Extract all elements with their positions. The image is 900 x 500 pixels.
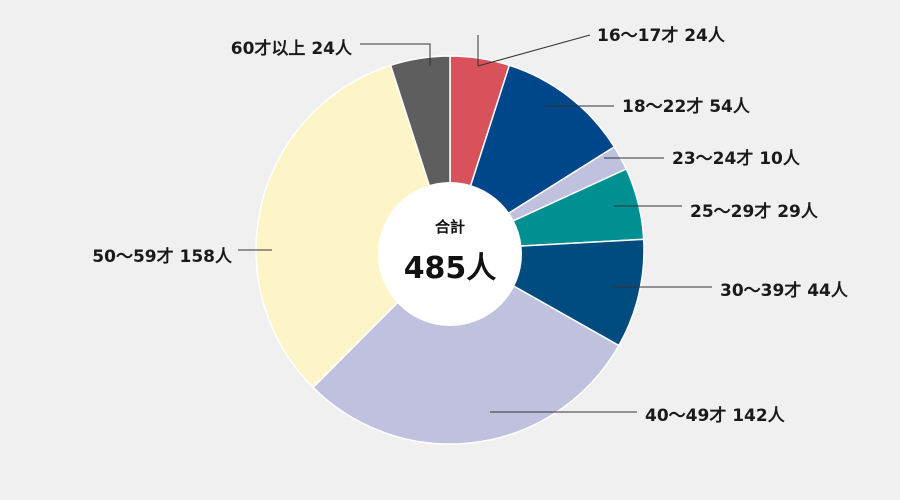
slice-label: 50～59才 158人 [92,246,233,267]
leader-line [360,43,431,66]
slice-labels: 16～17才 24人 18～22才 54人 23～24才 10人 25～29才 29人… [92,25,849,426]
pie-slice [311,249,620,445]
slice-label: 25～29才 29人 [690,201,819,222]
total-title: 合計 [434,218,465,236]
slice-label: 23～24才 10人 [672,148,801,169]
slice-label: 40～49才 142人 [645,405,786,426]
slice-label: 18～22才 54人 [622,96,751,117]
pie-slice [255,64,451,389]
leader-line [477,34,591,67]
leader-lines [238,34,712,413]
slice-label: 16～17才 24人 [597,25,726,46]
slice-label: 60才以上 24人 [231,38,353,59]
total-value: 485人 [404,251,497,286]
donut-hole [378,182,522,326]
slice-label: 30～39才 44人 [720,280,849,301]
